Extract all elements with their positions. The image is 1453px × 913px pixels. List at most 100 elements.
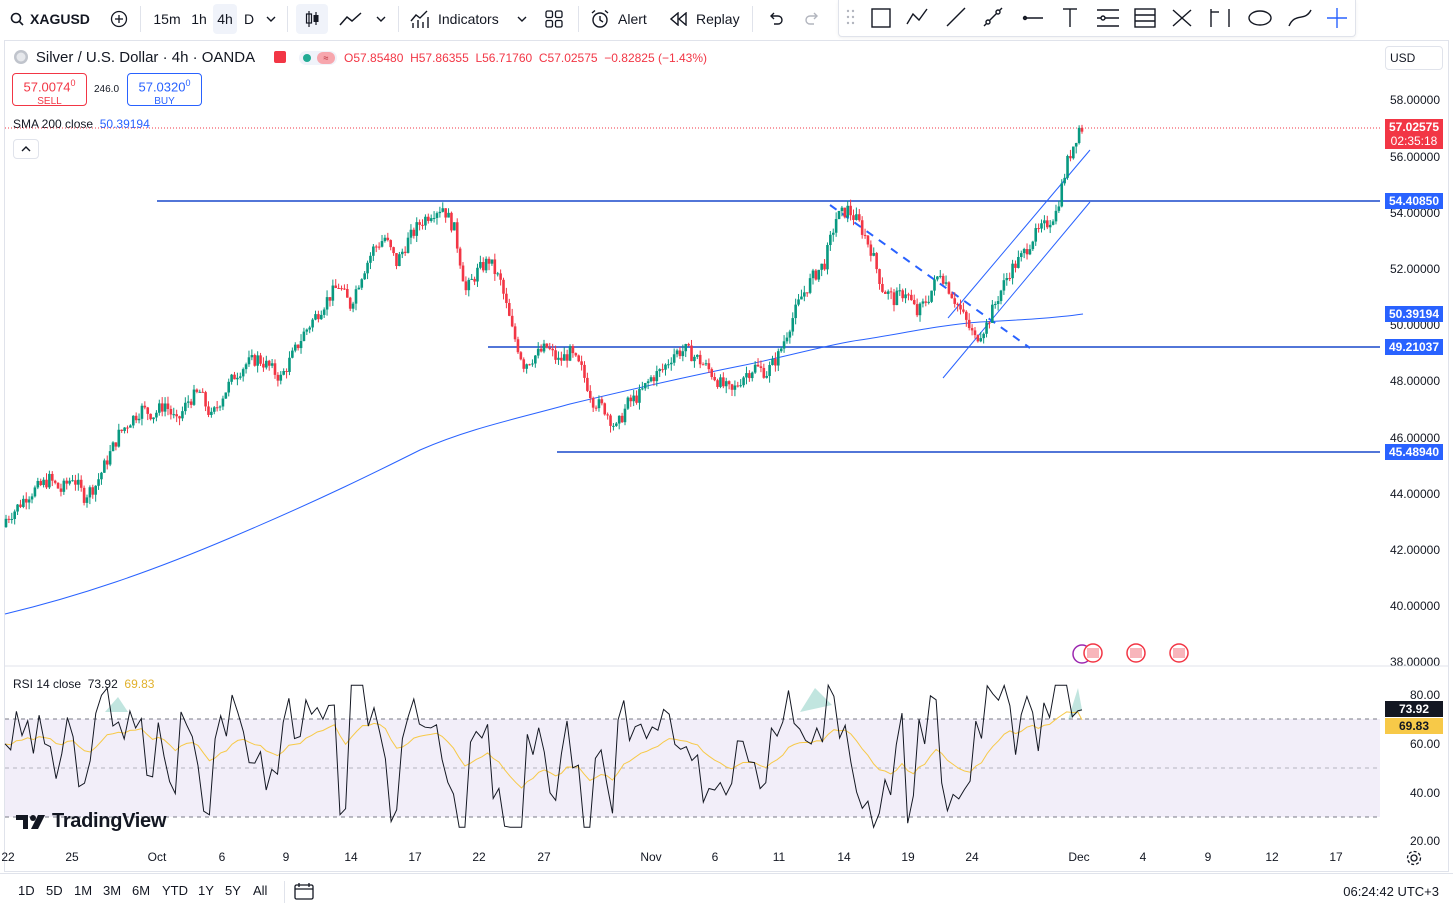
candle-body xyxy=(826,245,829,270)
compare-symbol-button[interactable] xyxy=(108,0,130,38)
range-all[interactable]: All xyxy=(253,883,268,898)
candle-body xyxy=(722,377,725,387)
range-1m[interactable]: 1M xyxy=(74,883,93,898)
candle-body xyxy=(499,273,502,280)
candle-body xyxy=(652,377,656,382)
range-5y[interactable]: 5Y xyxy=(225,883,241,898)
range-3m[interactable]: 3M xyxy=(103,883,122,898)
undo-button[interactable] xyxy=(764,0,788,38)
range-1d[interactable]: 1D xyxy=(18,883,35,898)
rsi-legend[interactable]: RSI 14 close 73.92 69.83 xyxy=(13,677,154,691)
dashed-downtrend-line[interactable] xyxy=(829,204,1031,349)
time-tick: 6 xyxy=(711,850,719,864)
tradingview-watermark[interactable]: TradingView xyxy=(16,810,166,833)
rsi-tick: 60.00 xyxy=(1409,737,1440,751)
range-1y[interactable]: 1Y xyxy=(198,883,214,898)
candle-body xyxy=(19,504,22,507)
time-tick: 19 xyxy=(901,850,915,864)
indicators-dropdown[interactable] xyxy=(514,0,530,38)
candle-body xyxy=(658,369,661,372)
replay-button[interactable]: Replay xyxy=(670,0,742,38)
candle-body xyxy=(817,269,821,280)
candle-body xyxy=(620,415,624,423)
indicators-icon xyxy=(410,10,429,28)
symbol-search-button[interactable]: XAGUSD xyxy=(10,0,100,38)
candle-body xyxy=(27,499,31,503)
chart-type-candles-button[interactable] xyxy=(296,4,328,34)
calendar-icon xyxy=(294,883,314,900)
redo-button[interactable] xyxy=(800,0,824,38)
candle-body xyxy=(450,212,453,231)
time-tick: 9 xyxy=(1204,850,1212,864)
chevron-down-icon xyxy=(376,16,386,22)
candle-body xyxy=(429,218,433,221)
range-5d[interactable]: 5D xyxy=(46,883,63,898)
interval-4h[interactable]: 4h xyxy=(213,4,237,34)
interval-1d[interactable]: D xyxy=(243,11,255,27)
candle-body xyxy=(973,330,977,336)
alert-button[interactable]: Alert xyxy=(590,0,654,38)
candle-body xyxy=(288,357,291,372)
collapse-legend-button[interactable] xyxy=(13,139,39,159)
candle-body xyxy=(282,371,285,375)
chart-type-line-button[interactable] xyxy=(336,0,366,38)
candle-body xyxy=(1011,263,1014,279)
chart-legend: Silver / U.S. Dollar · 4h · OANDA xyxy=(13,49,255,66)
chart-container[interactable] xyxy=(4,40,1449,872)
data-status-toggle[interactable]: ≈ xyxy=(299,51,337,65)
interval-1h[interactable]: 1h xyxy=(191,11,207,27)
candle-body xyxy=(149,413,152,420)
candle-body xyxy=(126,427,129,429)
candle-body xyxy=(606,414,609,416)
candle-body xyxy=(756,364,760,367)
sma-200-line[interactable] xyxy=(4,313,1084,615)
bottom-toolbar xyxy=(0,873,1453,913)
chart-settings-button[interactable] xyxy=(1406,850,1422,869)
rsi-ma-line[interactable] xyxy=(4,711,1083,789)
buy-button[interactable]: 57.03200 BUY xyxy=(127,73,202,107)
candle-body xyxy=(600,399,604,404)
watermark-text: TradingView xyxy=(52,810,167,832)
candle-body xyxy=(560,357,563,361)
chart-type-dropdown[interactable] xyxy=(372,0,390,38)
candle-body xyxy=(849,205,852,216)
indicators-button[interactable]: Indicators xyxy=(410,0,510,38)
candle-body xyxy=(979,338,983,342)
candle-body xyxy=(1051,221,1055,225)
candle-body xyxy=(45,479,48,488)
sell-button[interactable]: 57.00740 SELL xyxy=(12,73,87,107)
range-6m[interactable]: 6M xyxy=(132,883,151,898)
candle-body xyxy=(36,480,40,488)
sma-legend[interactable]: SMA 200 close 50.39194 xyxy=(13,117,150,131)
candle-body xyxy=(536,348,540,356)
currency-selector[interactable]: USD xyxy=(1385,46,1443,70)
time-tick: 9 xyxy=(282,850,290,864)
candle-body xyxy=(863,234,867,236)
range-ytd[interactable]: YTD xyxy=(162,883,188,898)
candle-body xyxy=(568,346,572,361)
currency-label: USD xyxy=(1390,51,1416,65)
rsi-line[interactable] xyxy=(4,683,1083,829)
candle-body xyxy=(615,423,618,426)
candle-body xyxy=(557,357,560,360)
candle-body xyxy=(884,291,887,294)
candle-body xyxy=(140,405,144,419)
timezone-clock[interactable]: 06:24:42 UTC+3 xyxy=(1343,884,1439,899)
interval-15m[interactable]: 15m xyxy=(153,11,181,27)
market-status-icon[interactable] xyxy=(274,51,286,63)
candle-body xyxy=(889,291,893,293)
interval-dropdown[interactable] xyxy=(262,0,280,38)
layouts-button[interactable] xyxy=(540,0,568,38)
price-tick: 52.00000 xyxy=(1389,262,1440,276)
candle-body xyxy=(938,275,942,277)
candle-body xyxy=(250,355,254,358)
candle-body xyxy=(13,511,16,519)
drawing-toolbar xyxy=(838,0,1356,37)
channel-lower-line[interactable] xyxy=(942,201,1091,379)
go-to-date-button[interactable] xyxy=(294,882,314,903)
candle-body xyxy=(253,355,257,366)
candle-body xyxy=(881,283,884,292)
economic-events-icons[interactable] xyxy=(1072,643,1189,664)
channel-upper-line[interactable] xyxy=(947,149,1091,319)
